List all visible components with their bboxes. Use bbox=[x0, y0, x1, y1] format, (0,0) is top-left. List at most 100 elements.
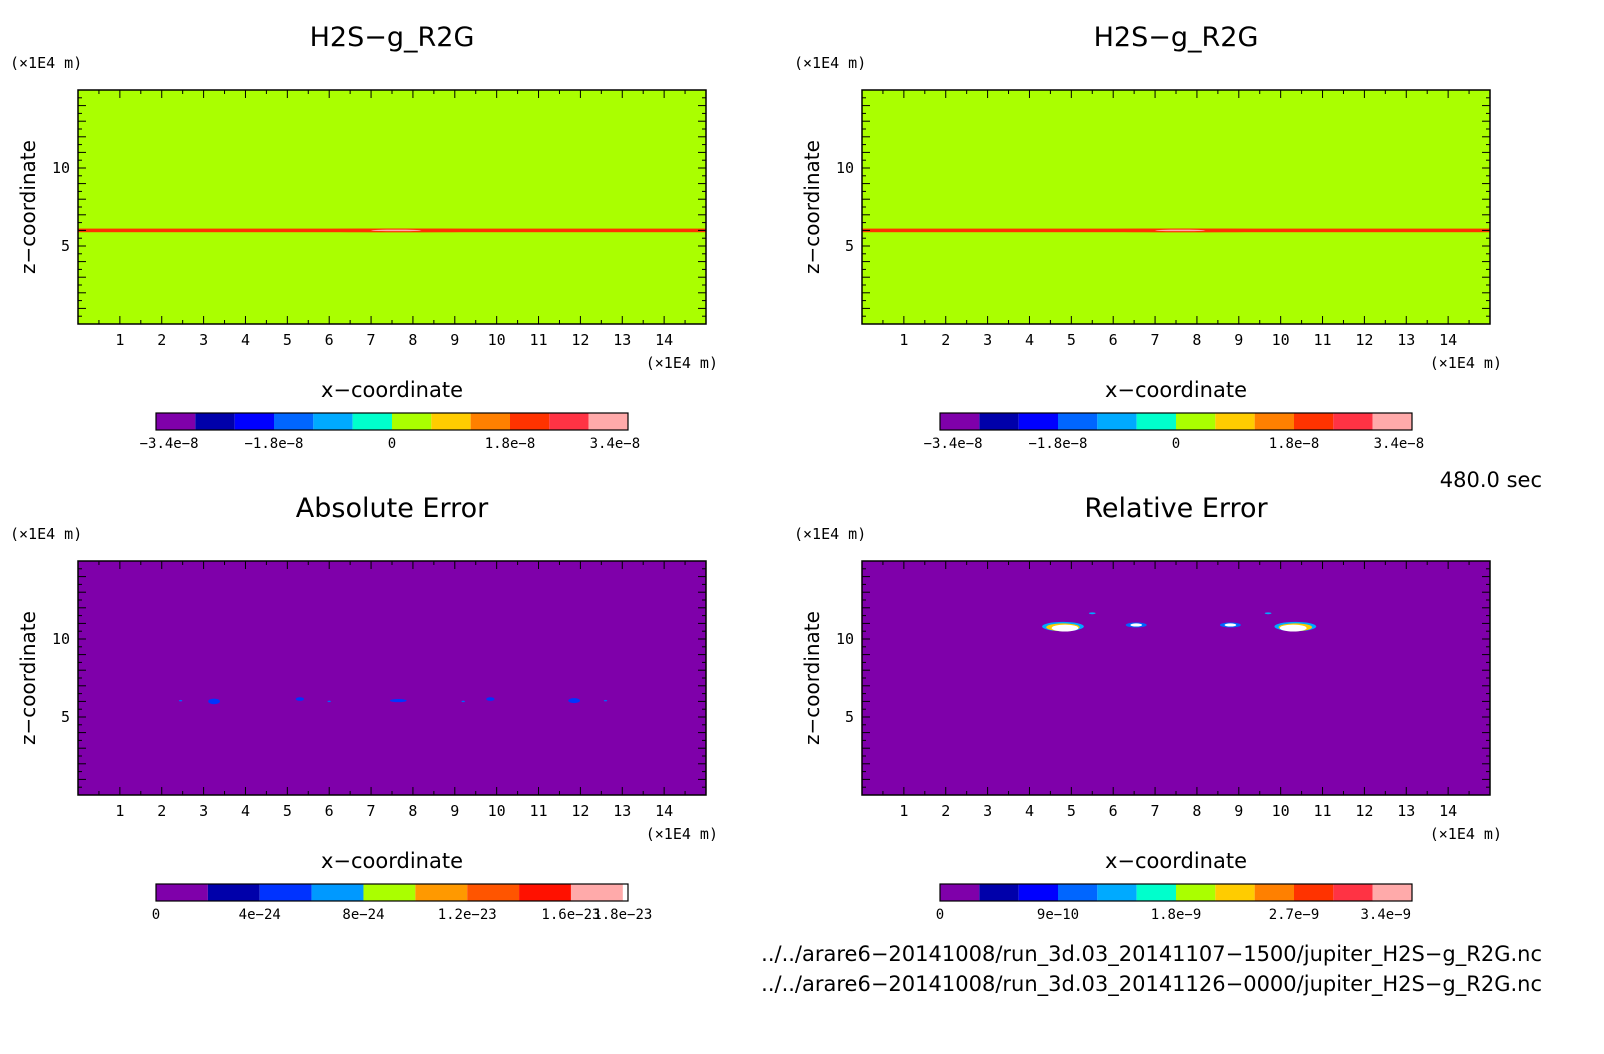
colorbar-swatch bbox=[195, 413, 235, 430]
x-tick-label: 3 bbox=[983, 331, 992, 349]
colorbar-swatch bbox=[1294, 884, 1334, 901]
y-tick-label: 10 bbox=[52, 630, 70, 648]
x-tick-label: 7 bbox=[1151, 802, 1160, 820]
x-tick-label: 7 bbox=[1151, 331, 1160, 349]
chart-panel-1: H2S−g_R2G(×1E4 m)1 2 3 4 5 6 7 8 9 10 11 12 13 14510(… bbox=[10, 22, 718, 452]
x-tick-label: 6 bbox=[1109, 802, 1118, 820]
contour-blob bbox=[1155, 229, 1206, 232]
x-tick-label: 8 bbox=[1192, 802, 1201, 820]
contour-blob bbox=[208, 698, 220, 705]
colorbar-frame bbox=[939, 412, 1413, 431]
colorbar-swatch bbox=[1372, 884, 1412, 901]
y-tick-label: 10 bbox=[836, 159, 854, 177]
x-tick-label: 5 bbox=[1067, 331, 1076, 349]
colorbar-tick-label: 1.6e−23 bbox=[541, 907, 600, 923]
x-tick-label: 2 bbox=[941, 331, 950, 349]
colorbar-tick-label: 8e−24 bbox=[342, 907, 384, 923]
y-tick-label: 5 bbox=[61, 237, 70, 255]
contour-blob bbox=[389, 699, 407, 703]
colorbar-frame bbox=[939, 883, 1413, 902]
x-tick-label: 8 bbox=[408, 331, 417, 349]
x-unit-label: (×1E4 m) bbox=[1430, 354, 1502, 372]
x-tick-label: 3 bbox=[983, 802, 992, 820]
chart-panel-2: H2S−g_R2G(×1E4 m)1 2 3 4 5 6 7 8 9 10 11 12 13 14510(… bbox=[794, 22, 1502, 452]
colorbar-frame bbox=[155, 883, 629, 902]
colorbar-swatch bbox=[259, 884, 312, 901]
x-tick-label: 4 bbox=[241, 802, 250, 820]
x-tick-label: 11 bbox=[1314, 802, 1332, 820]
colorbar-tick-label: 0 bbox=[388, 436, 396, 452]
colorbar-tick-label: 3.4e−8 bbox=[1374, 436, 1425, 452]
colorbar-swatch bbox=[1018, 884, 1058, 901]
x-tick-label: 13 bbox=[613, 802, 631, 820]
x-tick-label: 9 bbox=[450, 331, 459, 349]
contour-blob bbox=[1088, 612, 1096, 615]
colorbar-swatch bbox=[1176, 413, 1216, 430]
y-axis-label: z−coordinate bbox=[800, 140, 824, 274]
colorbar-tick-label: 0 bbox=[1172, 436, 1180, 452]
x-tick-label: 10 bbox=[488, 331, 506, 349]
file-path-1: ../../arare6−20141008/run_3d.03_20141107… bbox=[761, 942, 1542, 966]
colorbar-tick-label: 3.4e−8 bbox=[590, 436, 641, 452]
colorbar-tick-label: 2.7e−9 bbox=[1269, 907, 1320, 923]
y-unit-label: (×1E4 m) bbox=[794, 525, 866, 543]
x-tick-label: 12 bbox=[1355, 802, 1373, 820]
colorbar-swatch bbox=[588, 413, 628, 430]
x-tick-label: 3 bbox=[199, 802, 208, 820]
x-tick-label: 1 bbox=[899, 331, 908, 349]
x-tick-label: 6 bbox=[325, 802, 334, 820]
x-axis-label: x−coordinate bbox=[321, 849, 463, 873]
x-unit-label: (×1E4 m) bbox=[646, 825, 718, 843]
colorbar-tick-label: −1.8e−8 bbox=[244, 436, 303, 452]
x-tick-label: 13 bbox=[1397, 802, 1415, 820]
colorbar-swatch bbox=[1333, 413, 1373, 430]
x-tick-label: 5 bbox=[1067, 802, 1076, 820]
colorbar-swatch bbox=[1215, 413, 1255, 430]
colorbar-swatch bbox=[156, 884, 208, 901]
x-tick-label: 14 bbox=[1439, 331, 1457, 349]
x-tick-label: 12 bbox=[571, 331, 589, 349]
x-axis-label: x−coordinate bbox=[1105, 378, 1247, 402]
x-axis-label: x−coordinate bbox=[1105, 849, 1247, 873]
x-tick-label: 7 bbox=[367, 802, 376, 820]
colorbar-tick-label: −3.4e−8 bbox=[140, 436, 199, 452]
chart-title: H2S−g_R2G bbox=[1094, 22, 1259, 53]
colorbar-swatch bbox=[392, 413, 432, 430]
contour-blob bbox=[371, 229, 422, 232]
colorbar-swatch bbox=[1058, 413, 1098, 430]
x-tick-label: 11 bbox=[1314, 331, 1332, 349]
chart-title: H2S−g_R2G bbox=[310, 22, 475, 53]
x-tick-label: 8 bbox=[1192, 331, 1201, 349]
contour-blob bbox=[461, 700, 465, 703]
x-tick-label: 10 bbox=[1272, 331, 1290, 349]
x-tick-label: 14 bbox=[1439, 802, 1457, 820]
x-tick-label: 4 bbox=[1025, 802, 1034, 820]
colorbar-swatch bbox=[1136, 884, 1176, 901]
plot-area bbox=[862, 561, 1490, 795]
time-label: 480.0 sec bbox=[1439, 468, 1542, 492]
colorbar-swatch bbox=[274, 413, 314, 430]
colorbar-tick-label: −3.4e−8 bbox=[924, 436, 983, 452]
x-tick-label: 12 bbox=[1355, 331, 1373, 349]
y-axis-label: z−coordinate bbox=[16, 611, 40, 745]
x-tick-label: 4 bbox=[1025, 331, 1034, 349]
colorbar-swatch bbox=[1254, 413, 1294, 430]
colorbar-swatch bbox=[234, 413, 274, 430]
plot-area bbox=[78, 561, 706, 795]
colorbar-swatch bbox=[431, 413, 471, 430]
y-tick-label: 10 bbox=[52, 159, 70, 177]
colorbar-swatch bbox=[470, 413, 510, 430]
plot-area bbox=[862, 90, 1490, 324]
contour-blob bbox=[178, 699, 183, 702]
colorbar-tick-label: 1.8e−9 bbox=[1151, 907, 1202, 923]
y-tick-label: 5 bbox=[845, 237, 854, 255]
contour-blob bbox=[1224, 623, 1237, 627]
colorbar-swatch bbox=[940, 413, 980, 430]
x-tick-label: 7 bbox=[367, 331, 376, 349]
x-tick-label: 9 bbox=[1234, 331, 1243, 349]
colorbar-frame bbox=[155, 412, 629, 431]
contour-blob bbox=[327, 700, 331, 703]
colorbar-tick-label: 0 bbox=[152, 907, 160, 923]
x-tick-label: 2 bbox=[941, 802, 950, 820]
